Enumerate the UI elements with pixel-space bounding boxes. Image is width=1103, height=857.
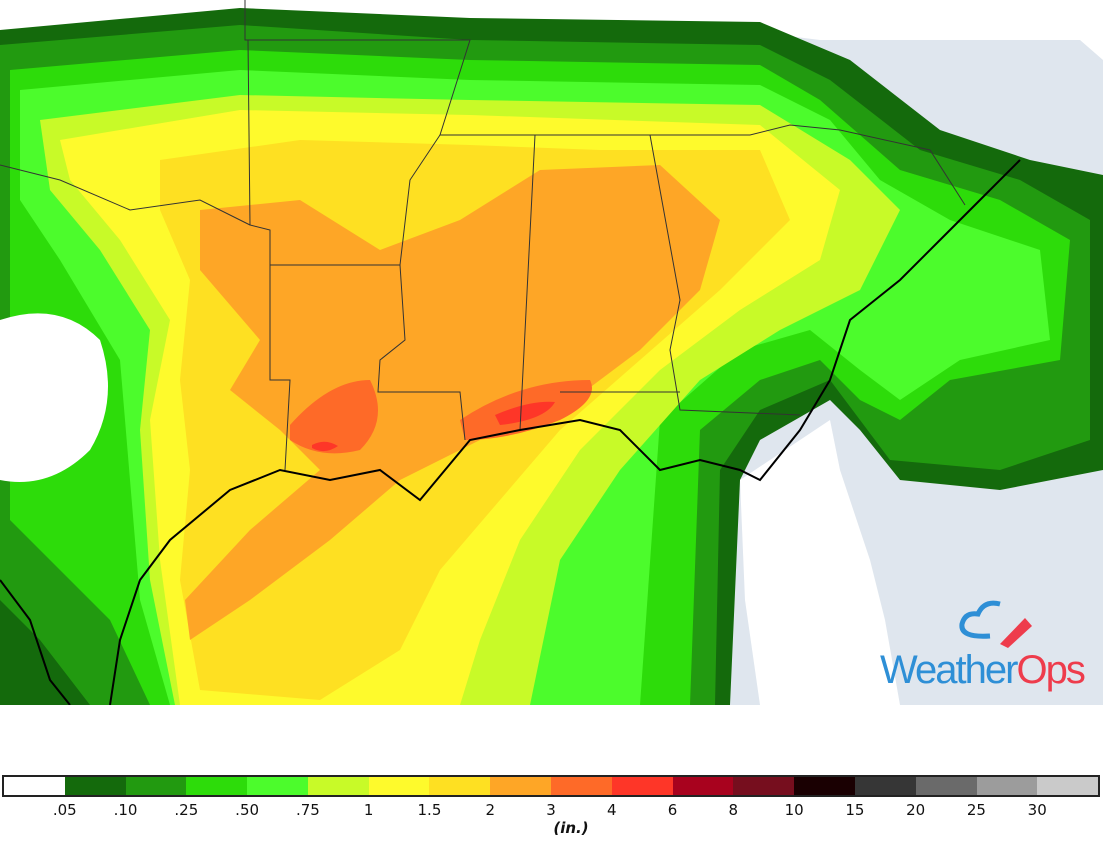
legend-swatch (64, 777, 126, 795)
state-boundaries (0, 0, 966, 471)
legend-swatch (915, 777, 977, 795)
legend-swatch (854, 777, 916, 795)
legend-tick-label: .25 (174, 801, 199, 819)
legend-swatch (247, 777, 308, 795)
legend-swatch (1037, 777, 1099, 795)
legend-tick-label: 3 (546, 801, 556, 819)
legend-tick-label: 1 (363, 801, 374, 819)
legend-swatch (186, 777, 248, 795)
legend-tick-label: 4 (606, 801, 617, 819)
legend-tick-label: 25 (966, 801, 986, 819)
cloud-icon (959, 600, 1032, 648)
legend-tick-label: 20 (906, 801, 926, 819)
legend-tick-label: .50 (235, 801, 260, 819)
legend-swatch (611, 777, 673, 795)
logo-text: WeatherOps (880, 648, 1086, 692)
legend-unit: (in.) (553, 819, 589, 837)
legend-swatch (672, 777, 734, 795)
precipitation-map (0, 0, 1103, 705)
legend-tick-label: 15 (845, 801, 865, 819)
legend-swatch (976, 777, 1038, 795)
legend-swatch (4, 777, 65, 795)
precip-3 (290, 380, 592, 454)
legend-tick-label: 10 (784, 801, 804, 819)
legend-swatch (429, 777, 491, 795)
weatherops-logo: WeatherOps (880, 596, 1103, 696)
legend-tick-label: 6 (667, 801, 678, 819)
legend-tick-label: .05 (52, 801, 77, 819)
coastline (0, 159, 1021, 705)
legend-tick-label: 1.5 (417, 801, 442, 819)
color-legend (2, 775, 1100, 797)
legend-swatch (733, 777, 795, 795)
legend-tick-label: .75 (295, 801, 320, 819)
legend-tick-label: 2 (485, 801, 495, 819)
legend-tick-label: 8 (728, 801, 739, 819)
precip-2 (185, 165, 720, 640)
legend-swatch (490, 777, 552, 795)
white-area-west (0, 313, 108, 482)
legend-swatch (125, 777, 187, 795)
precip-4 (312, 401, 555, 452)
legend-swatch (794, 777, 855, 795)
legend-tick-label: .10 (113, 801, 138, 819)
legend-swatch (551, 777, 612, 795)
legend-tick-label: 30 (1027, 801, 1047, 819)
florida-land (740, 420, 900, 705)
legend-swatch (368, 777, 430, 795)
legend-swatch (307, 777, 369, 795)
